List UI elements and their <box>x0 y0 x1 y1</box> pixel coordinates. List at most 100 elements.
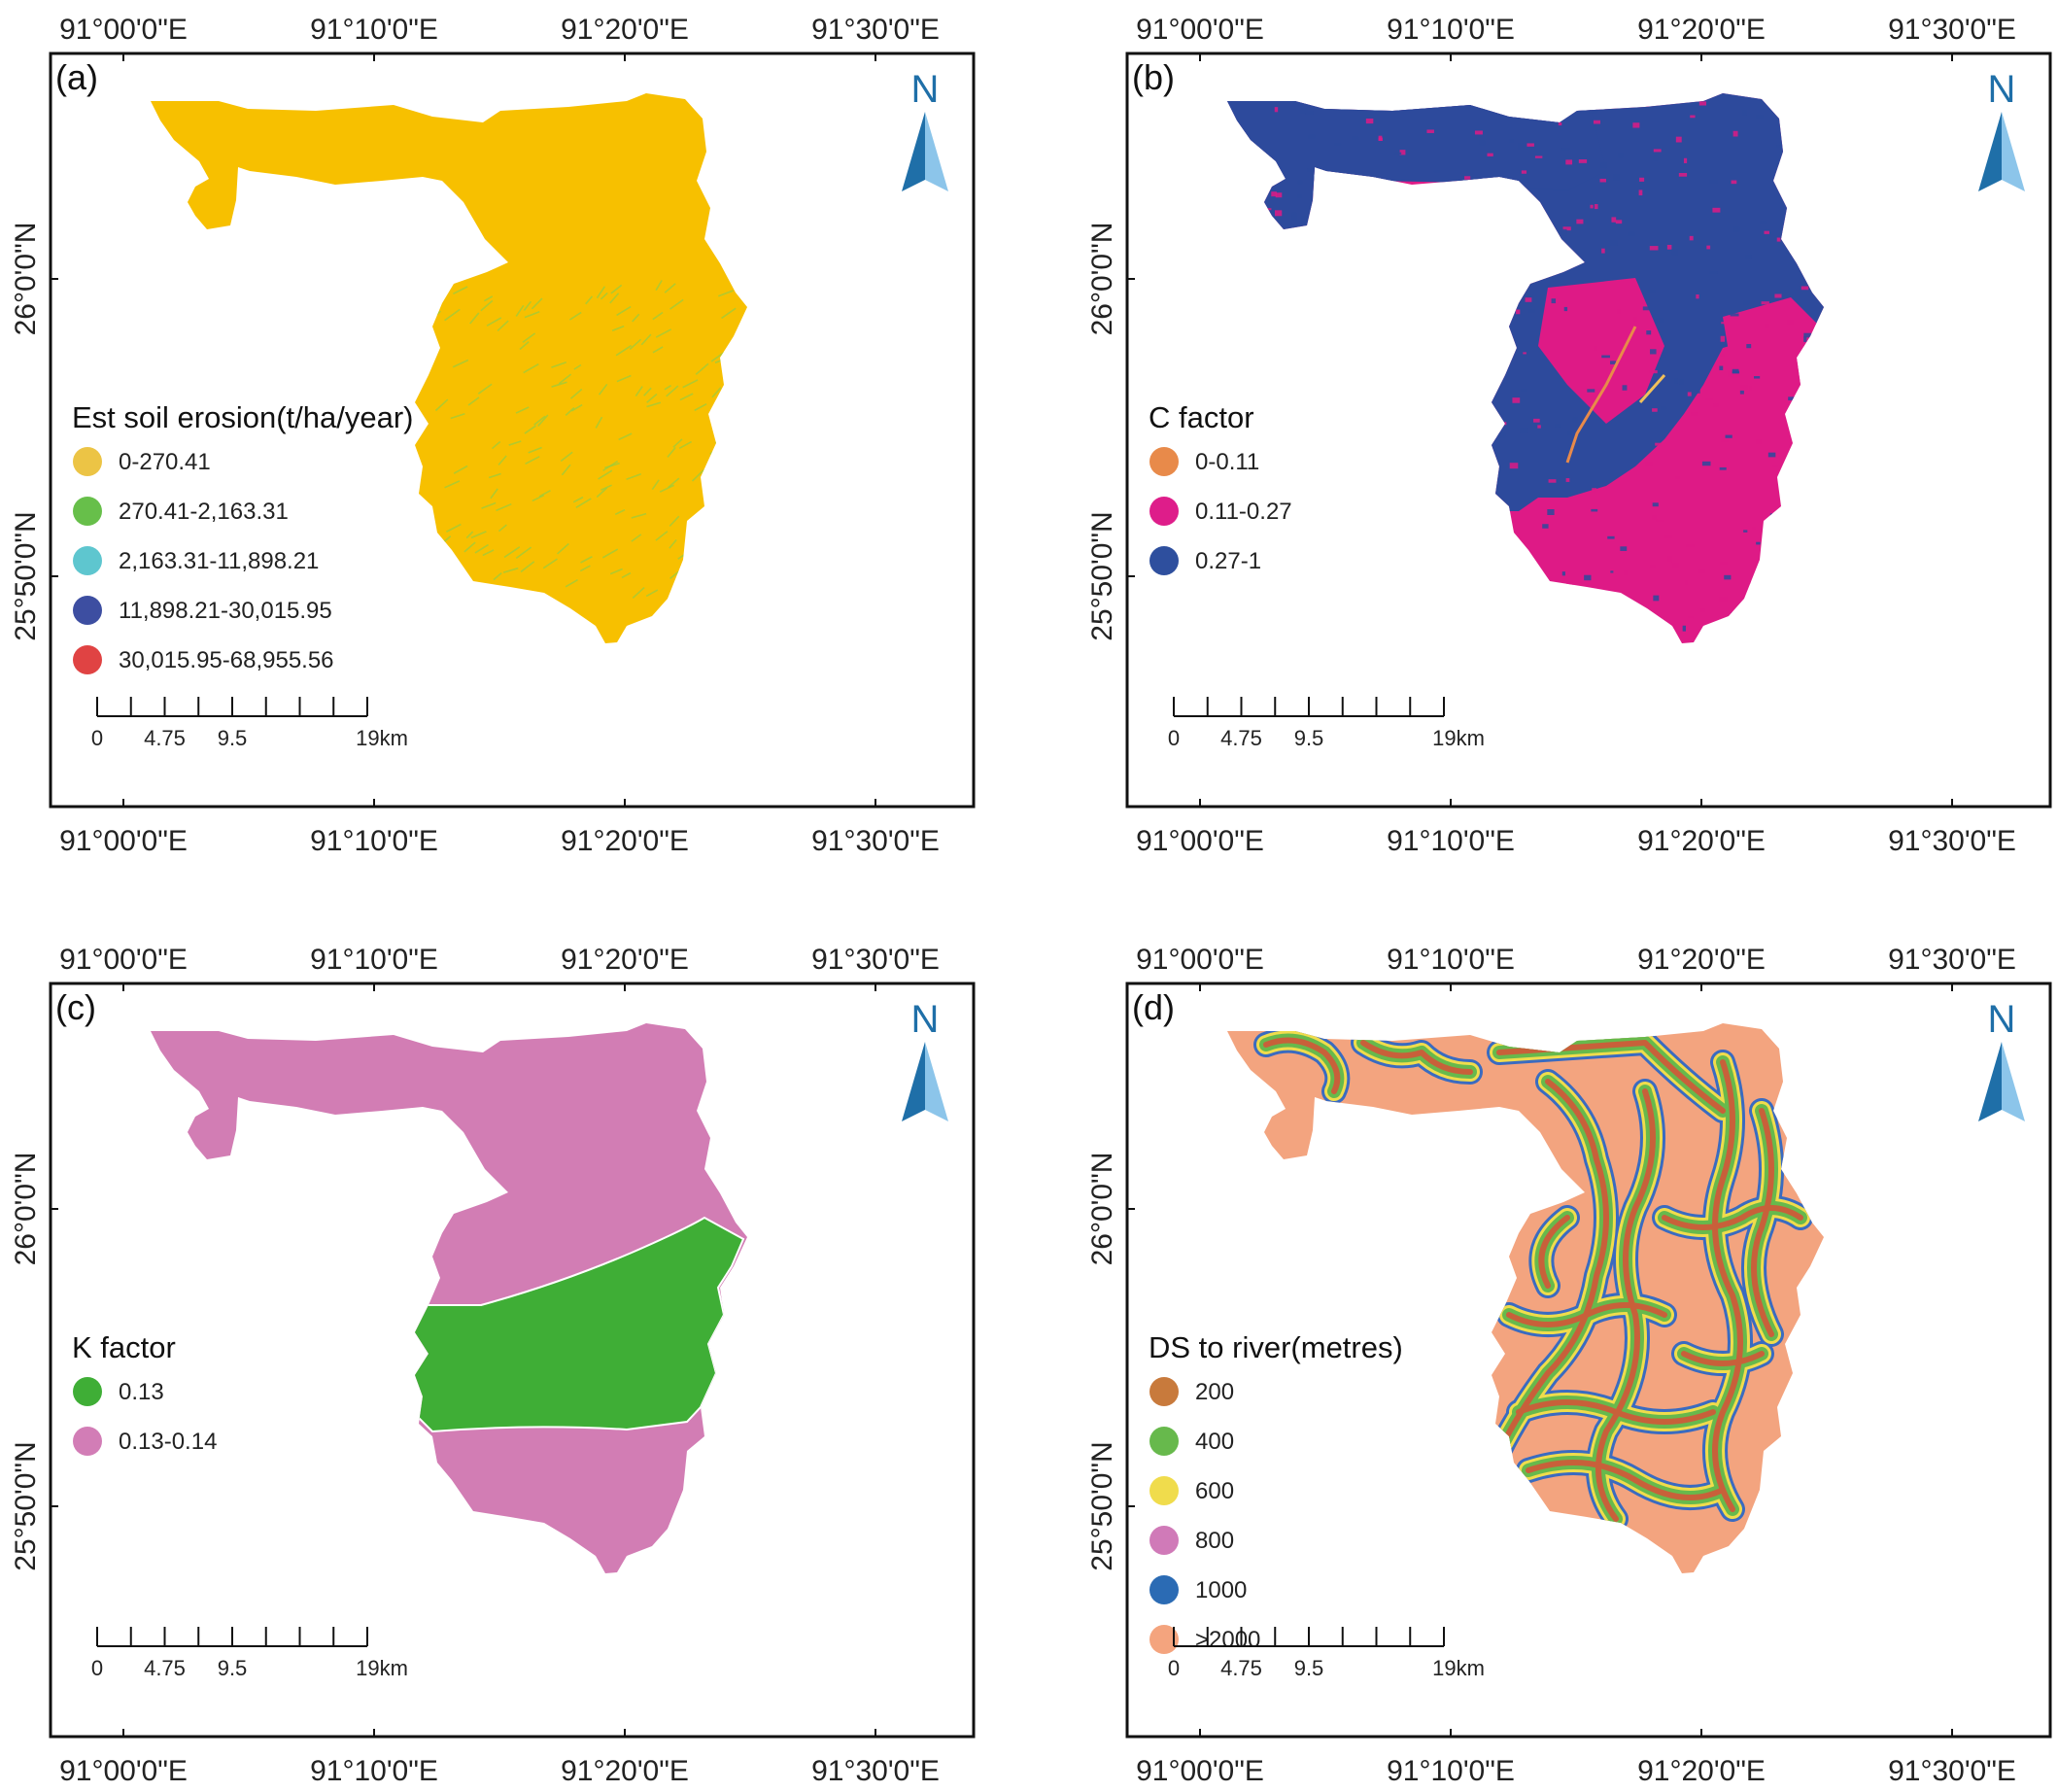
scale-label: 9.5 <box>218 726 248 750</box>
c-factor-speckle <box>1760 221 1767 224</box>
longitude-label-top: 91°20'0"E <box>1637 14 1766 46</box>
c-factor-speckle <box>1732 368 1739 374</box>
erosion-speckle <box>682 379 699 389</box>
c-factor-speckle <box>1838 457 1844 460</box>
north-arrow-icon: N <box>902 998 948 1121</box>
study-area-region <box>1227 1023 1824 1573</box>
c-factor-speckle <box>1271 191 1277 197</box>
c-factor-speckle <box>1440 215 1448 218</box>
c-factor-speckle <box>1516 309 1521 315</box>
c-factor-speckle <box>1307 168 1315 172</box>
erosion-speckle <box>652 346 664 354</box>
erosion-speckle <box>469 312 480 325</box>
map-panel-a: 91°00'0"E 91°00'0"E 91°10'0"E 91°10'0"E 91°2… <box>10 14 976 857</box>
legend-item-label: 0.13-0.14 <box>119 1429 217 1455</box>
latitude-label: 25°50'0"N <box>1086 1441 1118 1570</box>
erosion-speckle <box>446 589 456 597</box>
c-factor-speckle <box>1732 374 1741 379</box>
panel-label: (c) <box>55 987 96 1027</box>
c-factor-speckle <box>1601 248 1605 254</box>
c-factor-speckle <box>1336 625 1345 629</box>
erosion-speckle <box>453 286 468 295</box>
c-factor-speckle <box>1245 296 1252 300</box>
erosion-speckle <box>655 531 669 541</box>
c-factor-speckle <box>1276 285 1283 289</box>
c-factor-speckle <box>1457 252 1462 258</box>
c-factor-speckle <box>1527 224 1537 227</box>
c-factor-zone <box>1227 93 1606 229</box>
c-factor-speckle <box>1769 513 1778 519</box>
c-factor-speckle <box>1236 290 1240 293</box>
c-factor-speckle <box>1639 177 1645 182</box>
c-factor-speckle <box>1616 309 1622 314</box>
c-factor-speckle <box>1231 302 1240 306</box>
erosion-speckle <box>532 494 545 502</box>
scale-label: 9.5 <box>1294 726 1324 750</box>
c-factor-speckle <box>1765 99 1774 102</box>
c-factor-speckle <box>1190 135 1193 140</box>
erosion-speckle <box>621 571 632 579</box>
c-factor-speckle <box>1418 556 1422 562</box>
longitude-label-top: 91°30'0"E <box>1888 14 2016 46</box>
erosion-speckle <box>718 290 734 297</box>
c-factor-speckle <box>1400 237 1405 241</box>
erosion-speckle <box>598 383 608 396</box>
c-factor-speckle <box>1687 392 1692 396</box>
c-factor-speckle <box>1802 343 1809 348</box>
c-factor-speckle <box>1610 361 1617 364</box>
c-factor-speckle <box>1653 595 1660 602</box>
c-factor-speckle <box>1599 178 1606 183</box>
erosion-speckle <box>491 440 501 450</box>
c-factor-speckle <box>1835 434 1837 439</box>
c-factor-speckle <box>1621 632 1626 637</box>
legend-swatch <box>1149 1427 1179 1456</box>
c-factor-speckle <box>1487 153 1493 156</box>
c-factor-speckle <box>1610 570 1614 573</box>
c-factor-speckle <box>1472 525 1476 528</box>
c-factor-speckle <box>1263 262 1272 266</box>
c-factor-speckle <box>1534 155 1543 158</box>
c-factor-speckle <box>1527 558 1533 564</box>
c-factor-speckle <box>1274 107 1279 113</box>
c-factor-speckle <box>1827 531 1830 533</box>
longitude-label-bottom: 91°20'0"E <box>561 1755 689 1787</box>
legend-title: DS to river(metres) <box>1149 1330 1403 1364</box>
c-factor-speckle <box>1750 581 1757 586</box>
north-arrow-icon: N <box>902 68 948 191</box>
erosion-speckle <box>601 548 619 559</box>
c-factor-speckle <box>1720 335 1726 342</box>
c-factor-speckle <box>1816 459 1821 464</box>
c-factor-speckle <box>1458 326 1462 330</box>
c-factor-speckle <box>1755 115 1764 119</box>
c-factor-speckle <box>1291 214 1297 221</box>
c-factor-speckle <box>1411 299 1417 305</box>
scale-label: 9.5 <box>1294 1656 1324 1680</box>
erosion-speckle <box>651 479 660 491</box>
c-factor-speckle <box>1447 485 1452 489</box>
erosion-speckle <box>467 396 480 406</box>
c-factor-speckle <box>1443 592 1452 597</box>
panel-label: (d) <box>1132 987 1175 1027</box>
c-factor-speckle <box>1642 103 1650 107</box>
panel-label: (a) <box>55 57 98 97</box>
c-factor-speckle <box>1453 566 1458 570</box>
c-factor-speckle <box>1774 293 1782 298</box>
c-factor-speckle <box>1563 306 1568 312</box>
c-factor-speckle <box>1698 101 1707 106</box>
legend-item-label: 1000 <box>1195 1577 1247 1603</box>
c-factor-speckle <box>1687 615 1694 619</box>
c-factor-speckle <box>1263 602 1271 607</box>
c-factor-speckle <box>1675 136 1682 143</box>
erosion-speckle <box>434 398 449 412</box>
erosion-speckle <box>488 472 501 479</box>
c-factor-speckle <box>1584 574 1592 581</box>
erosion-speckle <box>580 556 593 564</box>
c-factor-speckle <box>1363 497 1367 502</box>
c-factor-speckle <box>1749 385 1753 392</box>
river-buffer <box>1496 1040 1726 1114</box>
latitude-label: 26°0'0"N <box>1086 1153 1118 1266</box>
scale-label: 4.75 <box>1220 726 1262 750</box>
erosion-speckle <box>652 311 664 321</box>
c-factor-speckle <box>1336 515 1344 520</box>
c-factor-speckle <box>1399 150 1406 155</box>
